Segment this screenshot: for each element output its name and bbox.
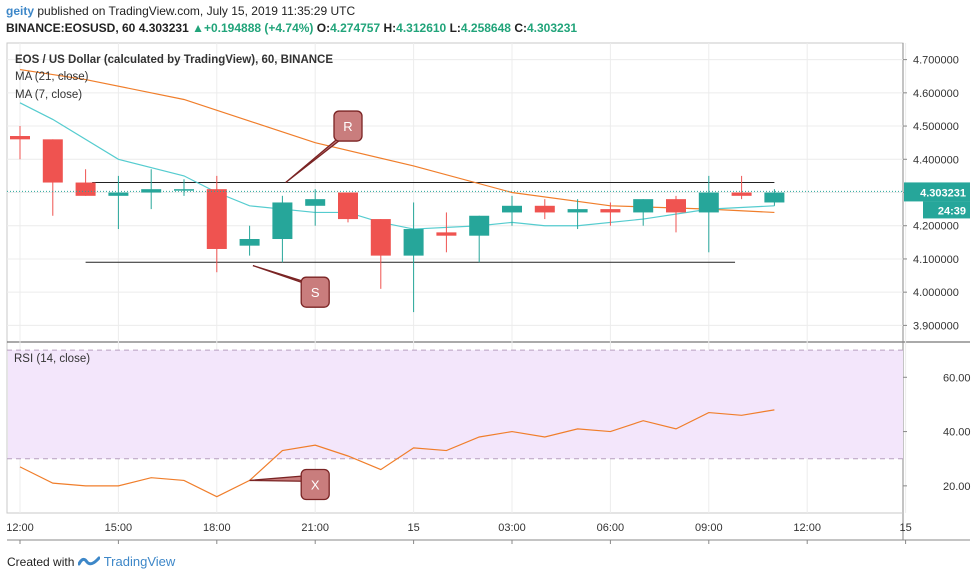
high-label: H: <box>383 21 397 35</box>
time-tick-label: 21:00 <box>301 522 329 534</box>
rsi-tick-label: 20.00 <box>943 481 971 493</box>
resistance-callout-label: R <box>343 119 352 134</box>
support-callout-label: S <box>311 285 320 300</box>
candle-body <box>305 199 326 206</box>
time-tick-label: 15 <box>899 522 911 534</box>
chart-title: EOS / US Dollar (calculated by TradingVi… <box>15 54 334 66</box>
candle-body <box>174 189 194 191</box>
countdown-box <box>923 201 970 219</box>
price-tick-label: 4.000000 <box>913 287 959 299</box>
price-tick-label: 4.200000 <box>913 221 959 233</box>
last-price: 4.303231 <box>138 21 189 35</box>
symbol-line: BINANCE:EOSUSD, 60 4.303231 ▲+0.194888 (… <box>6 21 577 35</box>
publish-info: published on TradingView.com, July 15, 2… <box>37 4 356 18</box>
candle-body <box>534 205 555 213</box>
candle-body <box>206 189 227 249</box>
candle-body <box>502 205 522 213</box>
time-tick-label: 09:00 <box>695 522 723 534</box>
close-value: 4.303231 <box>526 21 578 35</box>
price-tick-label: 4.100000 <box>913 254 959 266</box>
time-tick-label: 15:00 <box>105 522 133 534</box>
tradingview-logo-icon <box>77 555 101 570</box>
candle-body <box>338 192 358 220</box>
price-tick-label: 4.600000 <box>913 88 959 100</box>
candle-body <box>469 215 490 236</box>
candle-body <box>272 202 293 240</box>
candle-body <box>141 189 162 193</box>
publisher-name[interactable]: geity <box>6 4 35 18</box>
resistance-callout-box <box>333 110 363 142</box>
open-label: O: <box>316 21 331 35</box>
support-callout-box <box>300 276 330 308</box>
price-tick-label: 4.700000 <box>913 55 959 67</box>
time-tick-label: 12:00 <box>793 522 821 534</box>
rsi-tick-label: 40.00 <box>943 427 971 439</box>
price-tag-label: 4.303231 <box>920 187 966 199</box>
candle-body <box>731 192 752 196</box>
time-tick-label: 18:00 <box>203 522 231 534</box>
price-tick-label: 4.500000 <box>913 121 959 133</box>
price-tick-label: 4.400000 <box>913 154 959 166</box>
rsi-callout-box <box>300 468 330 501</box>
candle-body <box>633 199 654 213</box>
symbol: BINANCE:EOSUSD, 60 <box>6 21 136 35</box>
candle-body <box>764 192 785 203</box>
candle-body <box>666 199 686 213</box>
close-label: C: <box>514 21 527 35</box>
rsi-tick-label: 60.00 <box>943 372 971 384</box>
rsi-callout-label: X <box>311 478 320 493</box>
time-tick-label: 15 <box>407 522 419 534</box>
time-tick-label: 03:00 <box>498 522 526 534</box>
legend-ma7[interactable]: MA (7, close) <box>15 89 83 101</box>
candle-body <box>403 229 424 256</box>
legend-ma21[interactable]: MA (21, close) <box>15 71 89 83</box>
price-tag-box <box>904 182 970 202</box>
publish-line: geity published on TradingView.com, July… <box>6 4 355 18</box>
legend-rsi[interactable]: RSI (14, close) <box>14 353 91 365</box>
candle-body <box>239 239 260 246</box>
time-tick-label: 06:00 <box>597 522 625 534</box>
low-value: 4.258648 <box>460 21 511 35</box>
candle-body <box>436 232 457 236</box>
candle-body <box>108 192 129 196</box>
candle-body <box>370 219 391 256</box>
price-change: ▲+0.194888 (+4.74%) <box>192 21 314 35</box>
created-with: Created with <box>7 555 75 569</box>
countdown-label: 24:39 <box>938 205 966 217</box>
time-tick-label: 12:00 <box>6 522 34 534</box>
candle-body <box>10 136 30 140</box>
ma7-line <box>19 102 775 230</box>
candle-body <box>698 192 719 213</box>
candle-body <box>600 209 621 213</box>
rsi-line <box>19 409 775 498</box>
candle-body <box>42 139 63 183</box>
candle-body <box>567 209 588 213</box>
candle-body <box>75 182 96 196</box>
price-tick-label: 3.900000 <box>913 320 959 332</box>
low-label: L: <box>449 21 461 35</box>
tradingview-brand[interactable]: TradingView <box>103 554 176 569</box>
open-value: 4.274757 <box>330 21 381 35</box>
footer: Created with TradingView <box>7 554 175 570</box>
high-value: 4.312610 <box>396 21 447 35</box>
rsi-band <box>8 350 903 459</box>
